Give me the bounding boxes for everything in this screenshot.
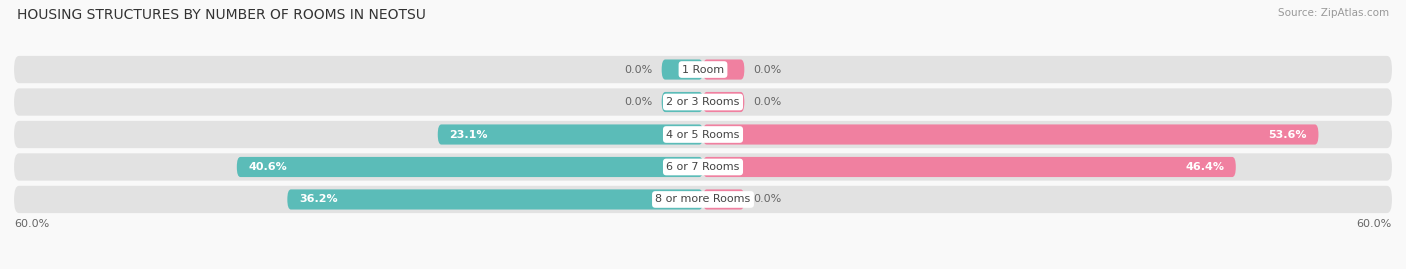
Text: 0.0%: 0.0% [754, 97, 782, 107]
Text: 0.0%: 0.0% [754, 65, 782, 75]
FancyBboxPatch shape [703, 157, 1236, 177]
Text: 60.0%: 60.0% [14, 219, 49, 229]
FancyBboxPatch shape [236, 157, 703, 177]
FancyBboxPatch shape [703, 189, 744, 210]
FancyBboxPatch shape [14, 121, 1392, 148]
Text: 46.4%: 46.4% [1185, 162, 1225, 172]
Text: 6 or 7 Rooms: 6 or 7 Rooms [666, 162, 740, 172]
Text: 23.1%: 23.1% [450, 129, 488, 140]
Text: 0.0%: 0.0% [754, 194, 782, 204]
Text: Source: ZipAtlas.com: Source: ZipAtlas.com [1278, 8, 1389, 18]
Text: 1 Room: 1 Room [682, 65, 724, 75]
FancyBboxPatch shape [662, 59, 703, 80]
Text: 0.0%: 0.0% [624, 97, 652, 107]
Text: 60.0%: 60.0% [1357, 219, 1392, 229]
Text: 40.6%: 40.6% [249, 162, 287, 172]
FancyBboxPatch shape [703, 125, 1319, 144]
FancyBboxPatch shape [14, 153, 1392, 180]
Text: 36.2%: 36.2% [299, 194, 337, 204]
Text: 0.0%: 0.0% [624, 65, 652, 75]
FancyBboxPatch shape [437, 125, 703, 144]
Text: 8 or more Rooms: 8 or more Rooms [655, 194, 751, 204]
Text: 2 or 3 Rooms: 2 or 3 Rooms [666, 97, 740, 107]
FancyBboxPatch shape [703, 92, 744, 112]
Text: HOUSING STRUCTURES BY NUMBER OF ROOMS IN NEOTSU: HOUSING STRUCTURES BY NUMBER OF ROOMS IN… [17, 8, 426, 22]
FancyBboxPatch shape [703, 59, 744, 80]
Text: 4 or 5 Rooms: 4 or 5 Rooms [666, 129, 740, 140]
FancyBboxPatch shape [14, 89, 1392, 116]
FancyBboxPatch shape [662, 92, 703, 112]
Text: 53.6%: 53.6% [1268, 129, 1308, 140]
FancyBboxPatch shape [287, 189, 703, 210]
FancyBboxPatch shape [14, 56, 1392, 83]
FancyBboxPatch shape [14, 186, 1392, 213]
